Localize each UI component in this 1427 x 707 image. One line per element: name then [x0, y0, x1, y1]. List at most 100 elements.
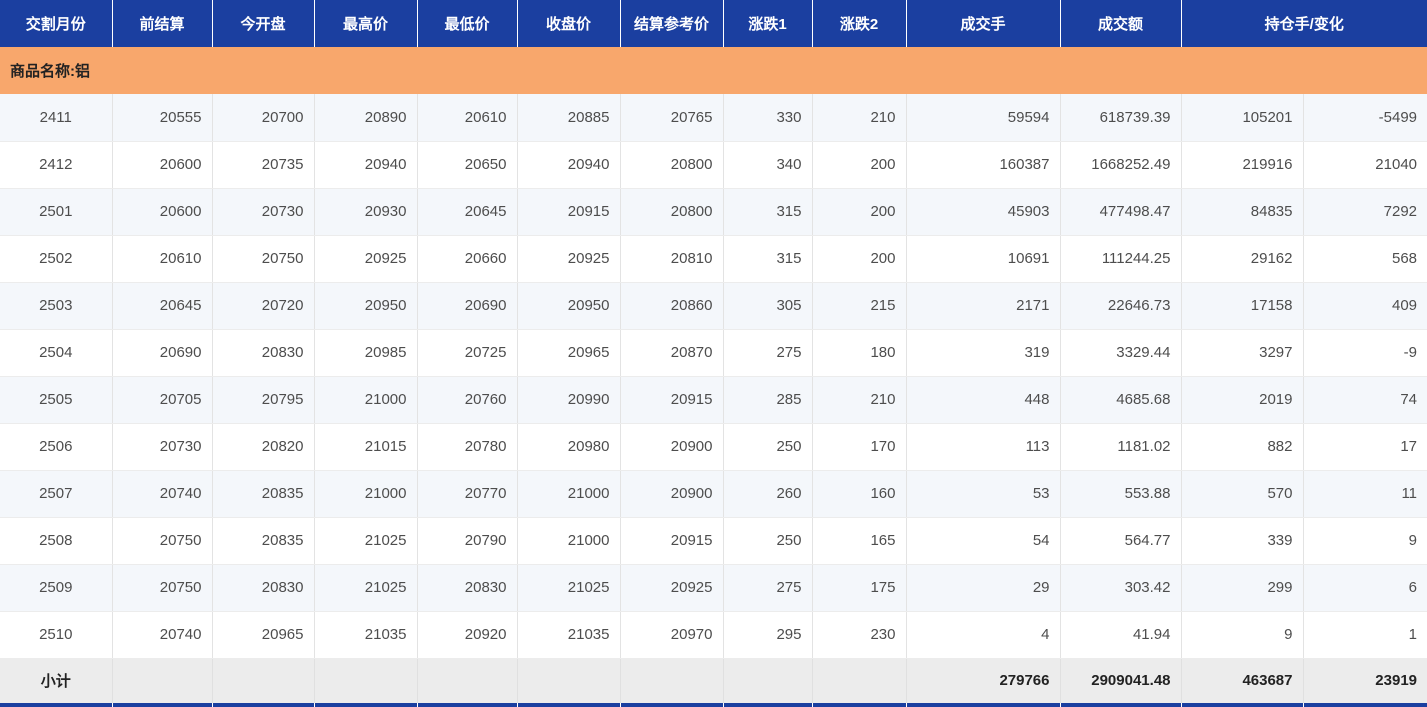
cell-open: 20830: [212, 329, 315, 377]
cell-low: 20920: [417, 611, 518, 659]
col-header-high: 最高价: [314, 0, 418, 47]
table-row: 2509 20750 20830 21025 20830 21025 20925 275 175…: [0, 564, 1427, 612]
cell-delivery_month: 2502: [0, 235, 113, 283]
cell-low: 20660: [417, 235, 518, 283]
subtotal-label: 小计: [0, 658, 113, 703]
cell-settlement_ref: 20860: [620, 282, 724, 330]
cell-close: 20950: [517, 282, 621, 330]
cell-delivery_month: 2505: [0, 376, 113, 424]
cell-change2: 215: [812, 282, 907, 330]
cell-volume: 10691: [906, 235, 1061, 283]
cell-close: 20940: [517, 141, 621, 189]
cell-open: 20720: [212, 282, 315, 330]
cell-close: 20885: [517, 94, 621, 142]
col-header-change1: 涨跌1: [723, 0, 813, 47]
cell-open_interest: 299: [1181, 564, 1304, 612]
cell-delivery_month: 2503: [0, 282, 113, 330]
cell-low: 20780: [417, 423, 518, 471]
cell-high: 21025: [314, 517, 418, 565]
cell-change1: 315: [723, 235, 813, 283]
cell-oi_change: -9: [1303, 329, 1427, 377]
cell-turnover: 1181.02: [1060, 423, 1182, 471]
cell-change2: 210: [812, 94, 907, 142]
subtotal-oi-change: 23919: [1303, 658, 1427, 703]
cell-volume: 53: [906, 470, 1061, 518]
cell-change1: 275: [723, 564, 813, 612]
cell-volume: 4: [906, 611, 1061, 659]
cell-prev_settlement: 20705: [112, 376, 213, 424]
cell-turnover: 1668252.49: [1060, 141, 1182, 189]
col-header-prev-settlement: 前结算: [112, 0, 213, 47]
cell-low: 20610: [417, 94, 518, 142]
cell-change2: 210: [812, 376, 907, 424]
cell-oi_change: 409: [1303, 282, 1427, 330]
cell-prev_settlement: 20555: [112, 94, 213, 142]
cell-settlement_ref: 20810: [620, 235, 724, 283]
cell-change2: 230: [812, 611, 907, 659]
cell-oi_change: 6: [1303, 564, 1427, 612]
cell-change2: 200: [812, 235, 907, 283]
cell-open_interest: 219916: [1181, 141, 1304, 189]
cell-change1: 250: [723, 423, 813, 471]
cell-prev_settlement: 20690: [112, 329, 213, 377]
cell-prev_settlement: 20600: [112, 141, 213, 189]
subtotal-volume: 279766: [906, 658, 1061, 703]
cell-low: 20645: [417, 188, 518, 236]
table-row: 2504 20690 20830 20985 20725 20965 20870 275 180…: [0, 329, 1427, 377]
cell-open: 20750: [212, 235, 315, 283]
cell-high: 20930: [314, 188, 418, 236]
cell-open_interest: 882: [1181, 423, 1304, 471]
col-header-open-interest-change: 持仓手/变化: [1181, 0, 1427, 47]
cell-turnover: 564.77: [1060, 517, 1182, 565]
cell-change1: 330: [723, 94, 813, 142]
cell-open_interest: 2019: [1181, 376, 1304, 424]
subtotal-turnover: 2909041.48: [1060, 658, 1182, 703]
cell-open_interest: 339: [1181, 517, 1304, 565]
commodity-name-label: 商品名称:铝: [0, 47, 1427, 94]
cell-low: 20650: [417, 141, 518, 189]
cell-prev_settlement: 20645: [112, 282, 213, 330]
cell-open: 20820: [212, 423, 315, 471]
cell-open_interest: 29162: [1181, 235, 1304, 283]
cell-turnover: 4685.68: [1060, 376, 1182, 424]
cell-settlement_ref: 20765: [620, 94, 724, 142]
table-row: 2505 20705 20795 21000 20760 20990 20915 285 210…: [0, 376, 1427, 424]
cell-volume: 319: [906, 329, 1061, 377]
cell-open: 20965: [212, 611, 315, 659]
cell-turnover: 22646.73: [1060, 282, 1182, 330]
cell-delivery_month: 2501: [0, 188, 113, 236]
col-header-open: 今开盘: [212, 0, 315, 47]
cell-close: 21035: [517, 611, 621, 659]
cell-change2: 175: [812, 564, 907, 612]
next-table-header-strip: [0, 703, 1427, 707]
cell-turnover: 618739.39: [1060, 94, 1182, 142]
cell-settlement_ref: 20925: [620, 564, 724, 612]
col-header-low: 最低价: [417, 0, 518, 47]
cell-low: 20770: [417, 470, 518, 518]
table-row: 2411 20555 20700 20890 20610 20885 20765 330 210…: [0, 94, 1427, 142]
cell-high: 20890: [314, 94, 418, 142]
cell-open: 20835: [212, 517, 315, 565]
table-row: 2503 20645 20720 20950 20690 20950 20860 305 215…: [0, 282, 1427, 330]
cell-prev_settlement: 20740: [112, 611, 213, 659]
subtotal-row: 小计 279766 2909041.48 463687 23919: [0, 658, 1427, 703]
table-row: 2412 20600 20735 20940 20650 20940 20800 340 200…: [0, 141, 1427, 189]
cell-settlement_ref: 20870: [620, 329, 724, 377]
cell-change1: 295: [723, 611, 813, 659]
cell-low: 20830: [417, 564, 518, 612]
cell-volume: 113: [906, 423, 1061, 471]
cell-turnover: 477498.47: [1060, 188, 1182, 236]
cell-settlement_ref: 20900: [620, 470, 724, 518]
cell-volume: 54: [906, 517, 1061, 565]
cell-turnover: 41.94: [1060, 611, 1182, 659]
cell-delivery_month: 2509: [0, 564, 113, 612]
cell-high: 21025: [314, 564, 418, 612]
cell-volume: 160387: [906, 141, 1061, 189]
cell-change2: 200: [812, 141, 907, 189]
col-header-close: 收盘价: [517, 0, 621, 47]
cell-close: 20915: [517, 188, 621, 236]
cell-open_interest: 105201: [1181, 94, 1304, 142]
cell-volume: 2171: [906, 282, 1061, 330]
cell-high: 20950: [314, 282, 418, 330]
